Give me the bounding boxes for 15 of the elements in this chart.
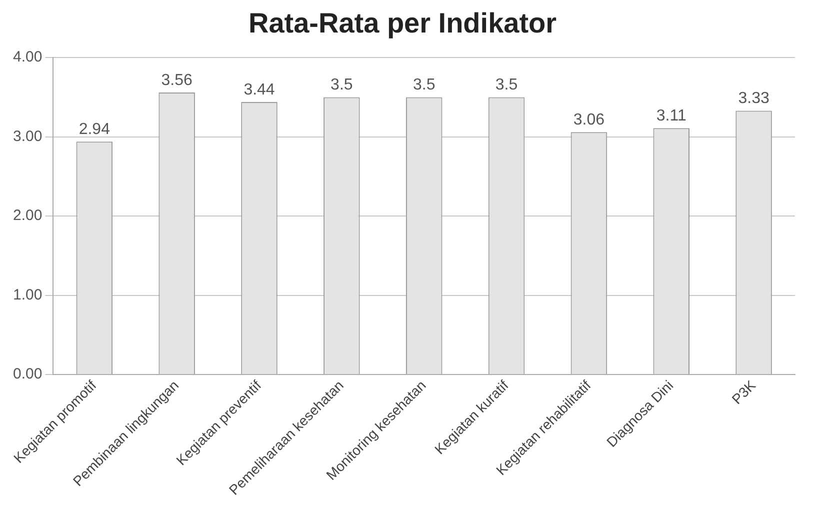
data-label: 3.11 — [656, 108, 686, 125]
data-label: 3.5 — [412, 76, 436, 94]
data-label: 3.5 — [330, 76, 353, 94]
y-tick-label: 4.00 — [12, 48, 42, 66]
data-label: 3.56 — [161, 72, 192, 89]
y-tick-label: 3.00 — [12, 128, 42, 145]
data-label: 3.33 — [738, 90, 770, 108]
data-label: 3.5 — [495, 76, 518, 94]
data-label: 2.94 — [78, 121, 110, 138]
chart-title: Rata-Rata per Indikator — [248, 8, 557, 39]
data-label: 3.06 — [573, 112, 605, 128]
y-tick-label: 2.00 — [12, 207, 42, 224]
y-tick-label: 0.00 — [12, 366, 42, 383]
y-tick-label: 1.00 — [12, 286, 42, 304]
data-label: 3.44 — [244, 81, 275, 98]
